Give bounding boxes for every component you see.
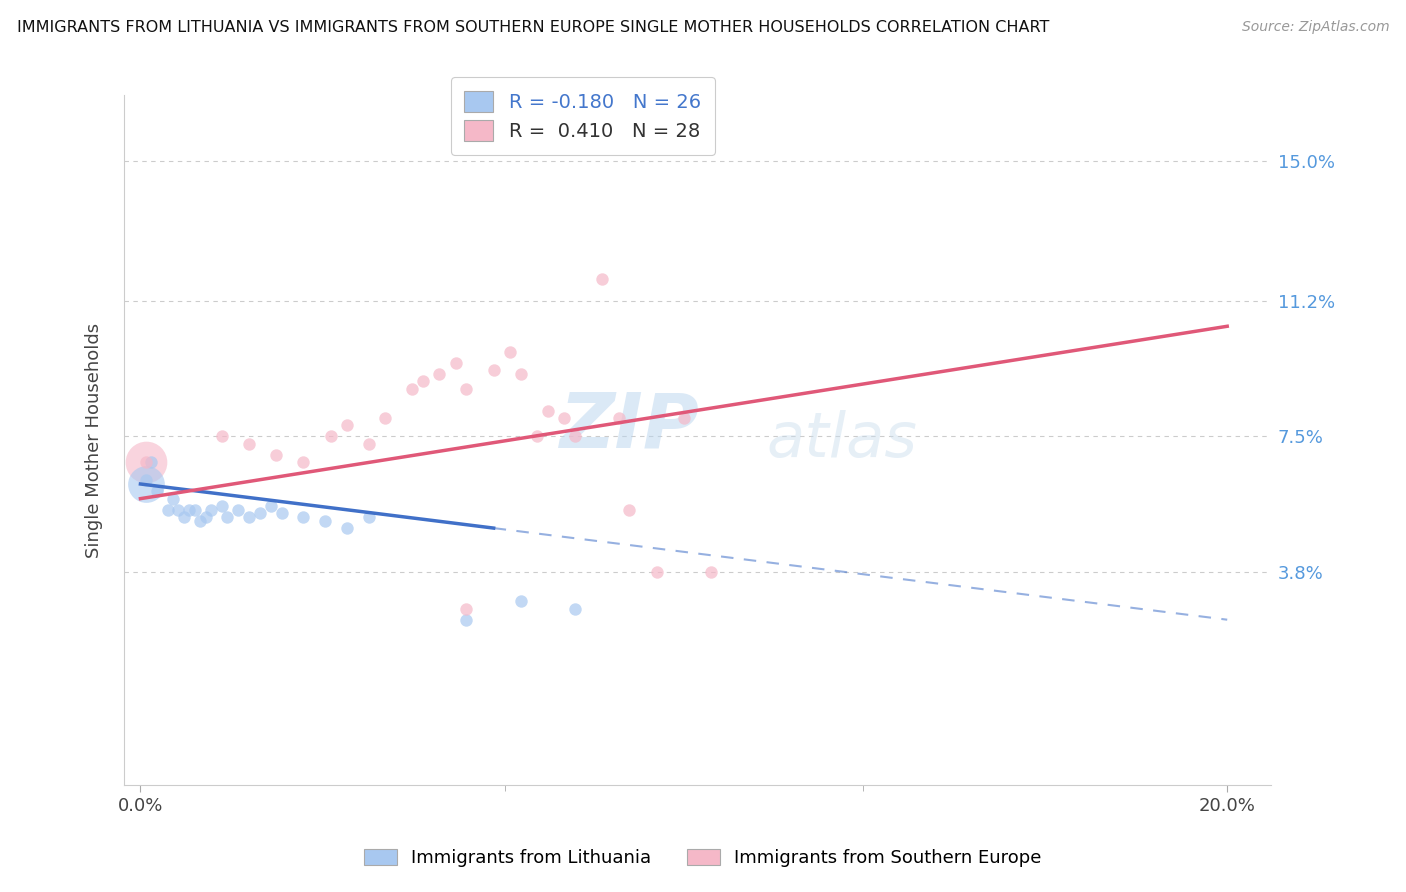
Point <box>357 510 380 524</box>
Point <box>270 506 292 520</box>
Point <box>266 448 288 462</box>
Point <box>509 367 531 381</box>
Point <box>167 502 190 516</box>
Text: ZIP: ZIP <box>560 389 700 463</box>
Point <box>336 418 359 433</box>
Point <box>211 499 233 513</box>
Point <box>456 613 478 627</box>
Point <box>619 502 641 516</box>
Point <box>173 510 195 524</box>
Point <box>482 363 505 377</box>
Point <box>226 502 249 516</box>
Point <box>292 510 315 524</box>
Point <box>238 510 260 524</box>
Point <box>509 594 531 608</box>
Y-axis label: Single Mother Households: Single Mother Households <box>86 322 103 558</box>
Point <box>412 374 434 388</box>
Point <box>135 455 157 469</box>
Point <box>179 502 201 516</box>
Point <box>537 403 560 417</box>
Point <box>145 484 167 499</box>
Point <box>456 382 478 396</box>
Point <box>135 473 157 487</box>
Point <box>645 565 668 579</box>
Point <box>162 491 184 506</box>
Point <box>141 455 163 469</box>
Point <box>499 345 522 359</box>
Point <box>249 506 271 520</box>
Point <box>401 382 423 396</box>
Point <box>564 429 586 443</box>
Point <box>211 429 233 443</box>
Point <box>135 455 157 469</box>
Point <box>700 565 723 579</box>
Point <box>135 477 157 491</box>
Legend: Immigrants from Lithuania, Immigrants from Southern Europe: Immigrants from Lithuania, Immigrants fr… <box>357 841 1049 874</box>
Text: Source: ZipAtlas.com: Source: ZipAtlas.com <box>1241 20 1389 34</box>
Point <box>456 601 478 615</box>
Point <box>238 436 260 450</box>
Point <box>444 356 467 370</box>
Point <box>260 499 283 513</box>
Point <box>427 367 450 381</box>
Point <box>336 521 359 535</box>
Point <box>607 411 630 425</box>
Point <box>314 514 336 528</box>
Point <box>553 411 575 425</box>
Legend: R = -0.180   N = 26, R =  0.410   N = 28: R = -0.180 N = 26, R = 0.410 N = 28 <box>451 78 714 154</box>
Point <box>194 510 217 524</box>
Point <box>184 502 207 516</box>
Point <box>591 271 613 285</box>
Point <box>156 502 179 516</box>
Point <box>357 436 380 450</box>
Point <box>319 429 342 443</box>
Point <box>217 510 239 524</box>
Point <box>526 429 548 443</box>
Point <box>188 514 211 528</box>
Point <box>672 411 695 425</box>
Point <box>564 601 586 615</box>
Point <box>200 502 222 516</box>
Text: atlas: atlas <box>766 410 917 470</box>
Point <box>292 455 315 469</box>
Text: IMMIGRANTS FROM LITHUANIA VS IMMIGRANTS FROM SOUTHERN EUROPE SINGLE MOTHER HOUSE: IMMIGRANTS FROM LITHUANIA VS IMMIGRANTS … <box>17 20 1049 35</box>
Point <box>374 411 396 425</box>
